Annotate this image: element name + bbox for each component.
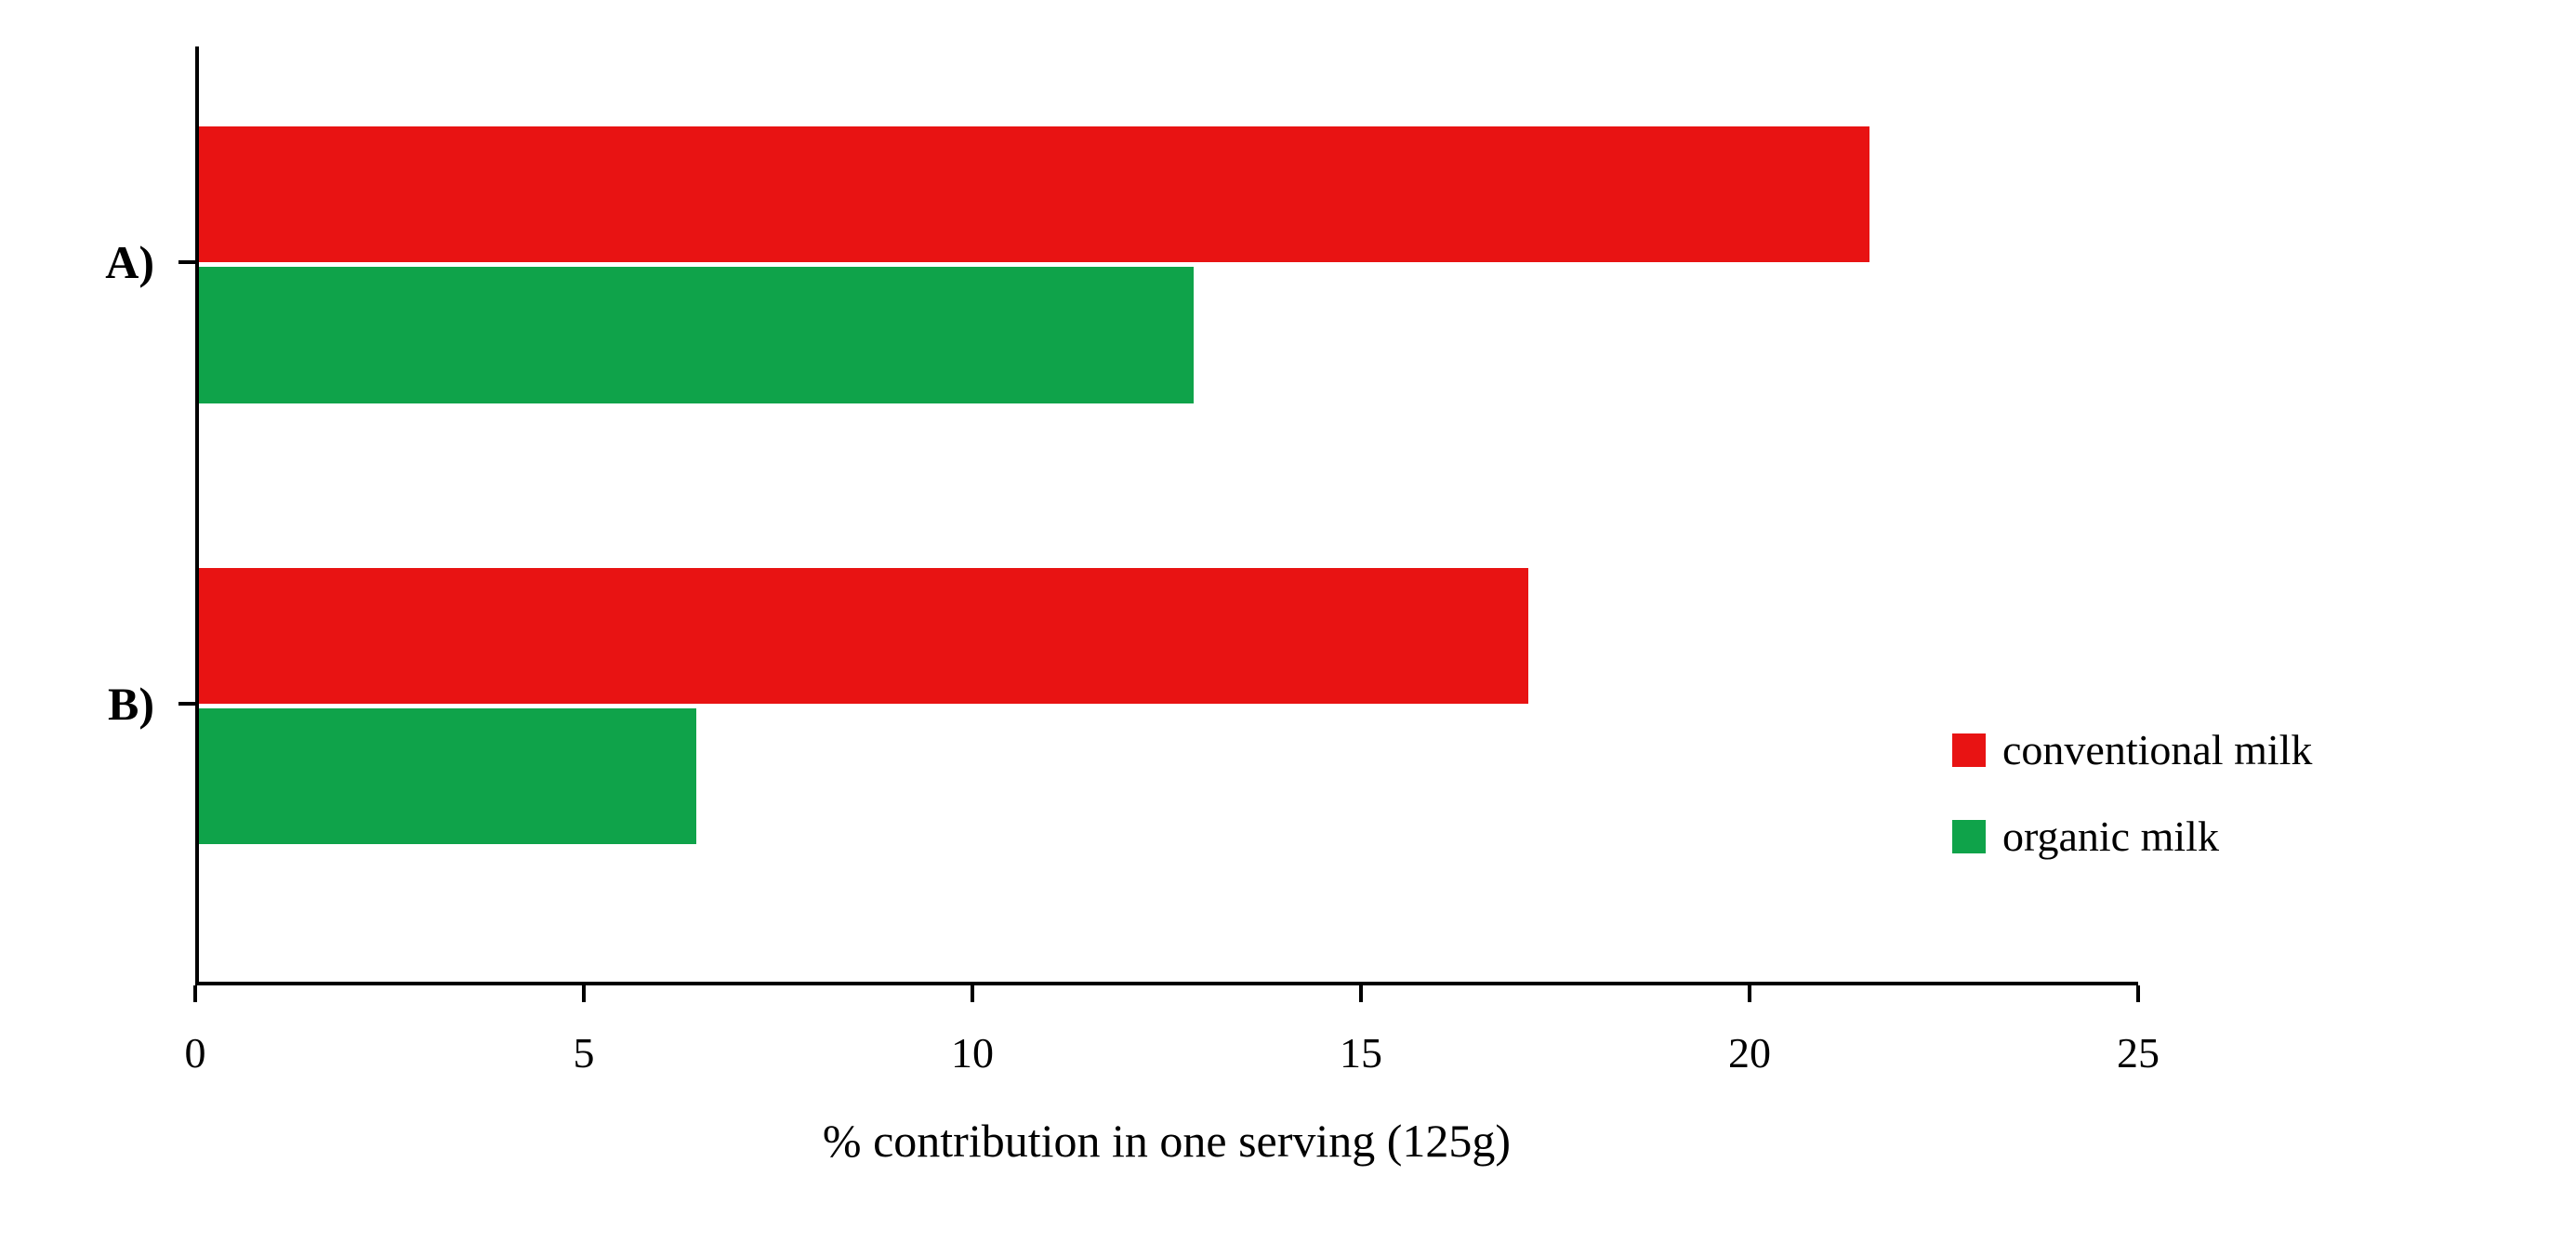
x-tick-label: 25 — [2117, 1028, 2160, 1077]
x-tick — [193, 985, 197, 1002]
x-tick — [1359, 985, 1363, 1002]
legend-item-organic: organic milk — [1952, 812, 2312, 861]
x-tick — [582, 985, 586, 1002]
y-tick — [178, 702, 195, 706]
x-tick — [2136, 985, 2140, 1002]
x-tick-label: 0 — [185, 1028, 206, 1077]
x-tick-label: 15 — [1340, 1028, 1382, 1077]
plot-area — [195, 46, 2138, 985]
y-tick — [178, 260, 195, 264]
x-tick — [971, 985, 974, 1002]
bar-conventional — [199, 568, 1528, 704]
category-label: B) — [108, 677, 154, 731]
x-tick-label: 20 — [1728, 1028, 1771, 1077]
x-axis-title: % contribution in one serving (125g) — [823, 1114, 1511, 1168]
bar-organic — [199, 708, 696, 844]
legend: conventional milk organic milk — [1952, 725, 2312, 898]
legend-item-conventional: conventional milk — [1952, 725, 2312, 774]
legend-label: organic milk — [2002, 812, 2219, 861]
bar-organic — [199, 267, 1194, 403]
x-tick — [1748, 985, 1751, 1002]
x-tick-label: 10 — [951, 1028, 994, 1077]
legend-swatch — [1952, 733, 1986, 767]
x-tick-label: 5 — [574, 1028, 595, 1077]
category-label: A) — [105, 235, 154, 289]
legend-swatch — [1952, 820, 1986, 853]
bar-conventional — [199, 126, 1869, 262]
legend-label: conventional milk — [2002, 725, 2312, 774]
milk-contribution-chart: A) B) 0 5 10 15 20 25 % contribution in one serv… — [37, 37, 2539, 1205]
